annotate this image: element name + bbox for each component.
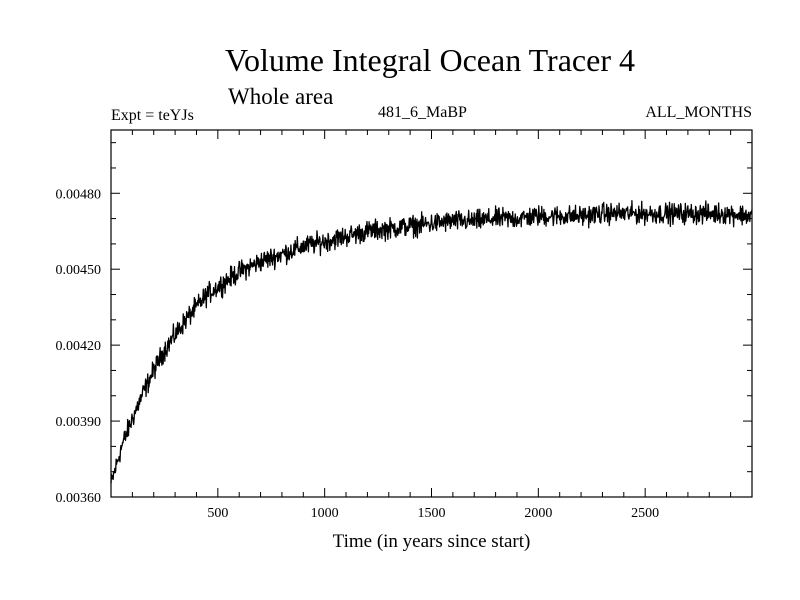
y-tick-label: 0.00360: [56, 491, 102, 506]
series-line: [110, 200, 753, 484]
x-tick-label: 1000: [311, 506, 339, 521]
x-tick-label: 500: [207, 506, 228, 521]
chart-title: Volume Integral Ocean Tracer 4: [225, 42, 635, 78]
x-tick-label: 1500: [418, 506, 446, 521]
x-axis-title: Time (in years since start): [333, 531, 531, 552]
experiment-label: Expt = teYJs: [111, 107, 194, 124]
months-label: ALL_MONTHS: [645, 104, 752, 121]
chart-subtitle: Whole area: [228, 84, 334, 109]
plot-frame: [110, 129, 753, 498]
x-tick-label: 2000: [524, 506, 552, 521]
y-tick-label: 0.00420: [56, 339, 102, 354]
y-tick-label: 0.00390: [56, 415, 102, 430]
run-label: 481_6_MaBP: [378, 104, 467, 121]
y-tick-label: 0.00480: [56, 187, 102, 202]
y-tick-label: 0.00450: [56, 263, 102, 278]
x-tick-label: 2500: [631, 506, 659, 521]
